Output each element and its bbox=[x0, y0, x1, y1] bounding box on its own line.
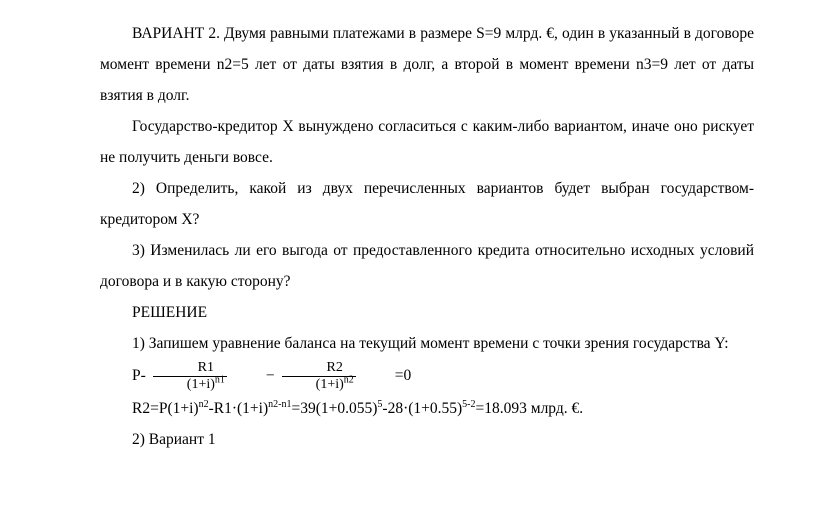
paragraph-balance: 1) Запишем уравнение баланса на текущий … bbox=[100, 328, 754, 359]
heading-solution: РЕШЕНИЕ bbox=[100, 297, 754, 328]
paragraph-q3: 3) Изменилась ли его выгода от предостав… bbox=[100, 235, 754, 297]
formula-eq: =0 bbox=[363, 359, 412, 393]
r2-part-g: -28·(1+0.55) bbox=[382, 400, 462, 417]
fraction-r1-den: (1+i)n1 bbox=[153, 376, 227, 392]
r2-exp-n2: n2 bbox=[199, 399, 209, 410]
formula-minus: − bbox=[234, 359, 275, 393]
fraction-r2-den: (1+i)n2 bbox=[282, 376, 356, 392]
r2-part-i: =18.093 млрд. €. bbox=[476, 400, 584, 417]
paragraph-variant1: 2) Вариант 1 bbox=[100, 424, 754, 455]
fraction-r2: R2 (1+i)n2 bbox=[282, 360, 356, 392]
fraction-r1-num: R1 bbox=[164, 360, 216, 375]
formula-r2-calc: R2=P(1+i)n2-R1·(1+i)n2-n1=39(1+0.055) 5-2… bbox=[100, 393, 754, 424]
r2-exp-n2n1: n2-n1 bbox=[268, 399, 291, 410]
r2-part-c: -R1·(1+i) bbox=[209, 400, 269, 417]
fraction-r1: R1 (1+i)n1 bbox=[153, 360, 227, 392]
paragraph-variant2: ВАРИАНТ 2. Двумя равными платежами в раз… bbox=[100, 18, 754, 111]
paragraph-creditor: Государство-кредитор X вынуждено согласи… bbox=[100, 111, 754, 173]
r2-part-a: R2=P(1+i) bbox=[132, 400, 199, 417]
den2-base: (1+i) bbox=[316, 377, 344, 392]
den1-exp: n1 bbox=[215, 374, 225, 385]
paragraph-q2: 2) Определить, какой из двух перечисленн… bbox=[100, 173, 754, 235]
den1-base: (1+i) bbox=[187, 377, 215, 392]
den2-exp: n2 bbox=[344, 374, 354, 385]
formula-p: P- bbox=[100, 359, 146, 393]
r2-exp-52: 5-2 bbox=[462, 399, 475, 410]
formula-balance-equation: P- R1 (1+i)n1 − R2 (1+i)n2 =0 bbox=[100, 359, 754, 393]
r2-part-e: =39(1+0.055) bbox=[291, 400, 377, 417]
fraction-r2-num: R2 bbox=[293, 360, 345, 375]
